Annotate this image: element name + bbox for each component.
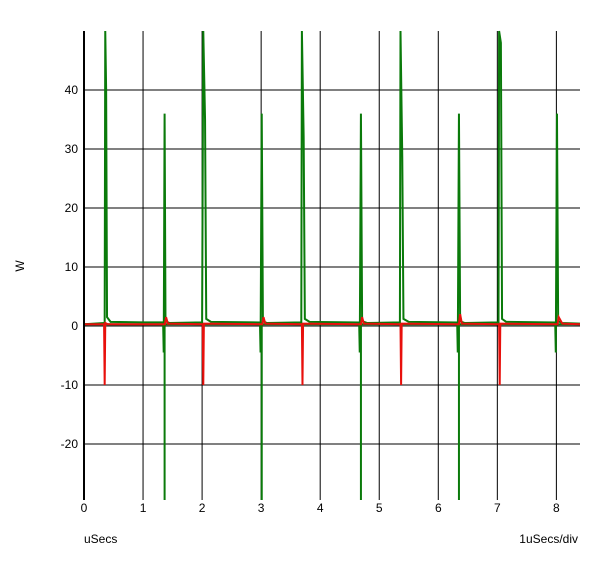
green-series-line: [83, 30, 581, 353]
x-axis-label: uSecs: [84, 532, 117, 546]
x-tick-label: 6: [435, 501, 442, 515]
tick-labels: 0 1 2 3 4 5 6 7 8 40 30 20 10 0 -10 -20: [61, 83, 560, 515]
x-tick-label: 8: [553, 501, 560, 515]
y-tick-label: -10: [61, 378, 79, 392]
x-tick-label: 5: [376, 501, 383, 515]
y-tick-label: 20: [65, 201, 79, 215]
red-series-line: [84, 313, 581, 385]
y-tick-label: 0: [71, 319, 78, 333]
grid: [84, 31, 580, 500]
x-scale-label: 1uSecs/div: [519, 532, 578, 546]
y-tick-label: 10: [65, 260, 79, 274]
x-tick-label: 3: [258, 501, 265, 515]
y-tick-label: 40: [65, 83, 79, 97]
x-tick-label: 1: [140, 501, 147, 515]
x-tick-label: 0: [81, 501, 88, 515]
y-axis-label: W: [13, 260, 27, 272]
y-tick-label: 30: [65, 142, 79, 156]
x-tick-label: 4: [317, 501, 324, 515]
series-layer: [83, 30, 581, 500]
x-tick-label: 2: [199, 501, 206, 515]
y-tick-label: -20: [61, 437, 79, 451]
x-tick-label: 7: [494, 501, 501, 515]
